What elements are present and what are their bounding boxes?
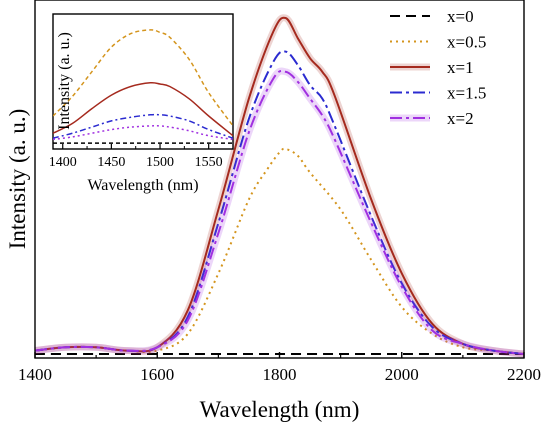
inset-x-tick-label: 1550 [195,155,223,170]
y-axis-title: Intensity (a. u.) [5,109,30,250]
inset-plot-lines [53,29,233,144]
legend-label-x-2: x=2 [447,109,474,128]
inset-x-tick-label: 1500 [146,155,174,170]
inset-axes: 1400 1450 1500 1550 [49,144,223,170]
inset-series-line-x-1 [53,81,233,137]
x-tick-label: 2200 [507,365,541,384]
inset-y-axis-title: Intensity (a. u.) [56,32,73,130]
x-tick-label: 1400 [18,365,52,384]
inset-chart: 1400 1450 1500 1550 Wavelength (nm) Intensi… [49,13,234,194]
legend: x=0 x=0.5 x=1 x=1.5 x=2 [390,7,486,128]
x-axis-title: Wavelength (nm) [200,397,360,422]
legend-label-x-0: x=0 [447,7,474,26]
legend-label-x-1-5: x=1.5 [447,84,486,103]
main-axes: 1400 1600 1800 2000 2200 [18,0,541,384]
inset-x-axis-title: Wavelength (nm) [87,177,198,194]
inset-series-line-x-0-5 [53,29,233,127]
legend-label-x-0-5: x=0.5 [447,33,486,52]
main-plot-lines [35,14,524,358]
series-line-x-0-5 [35,147,524,355]
x-tick-label: 2000 [385,365,419,384]
x-tick-label: 1600 [140,365,174,384]
inset-x-tick-label: 1400 [49,155,77,170]
series-line-x-2 [35,69,524,355]
x-tick-label: 1800 [263,365,297,384]
legend-label-x-1: x=1 [447,58,474,77]
inset-x-tick-label: 1450 [97,155,125,170]
inset-series-line-x-1-5 [53,113,233,139]
